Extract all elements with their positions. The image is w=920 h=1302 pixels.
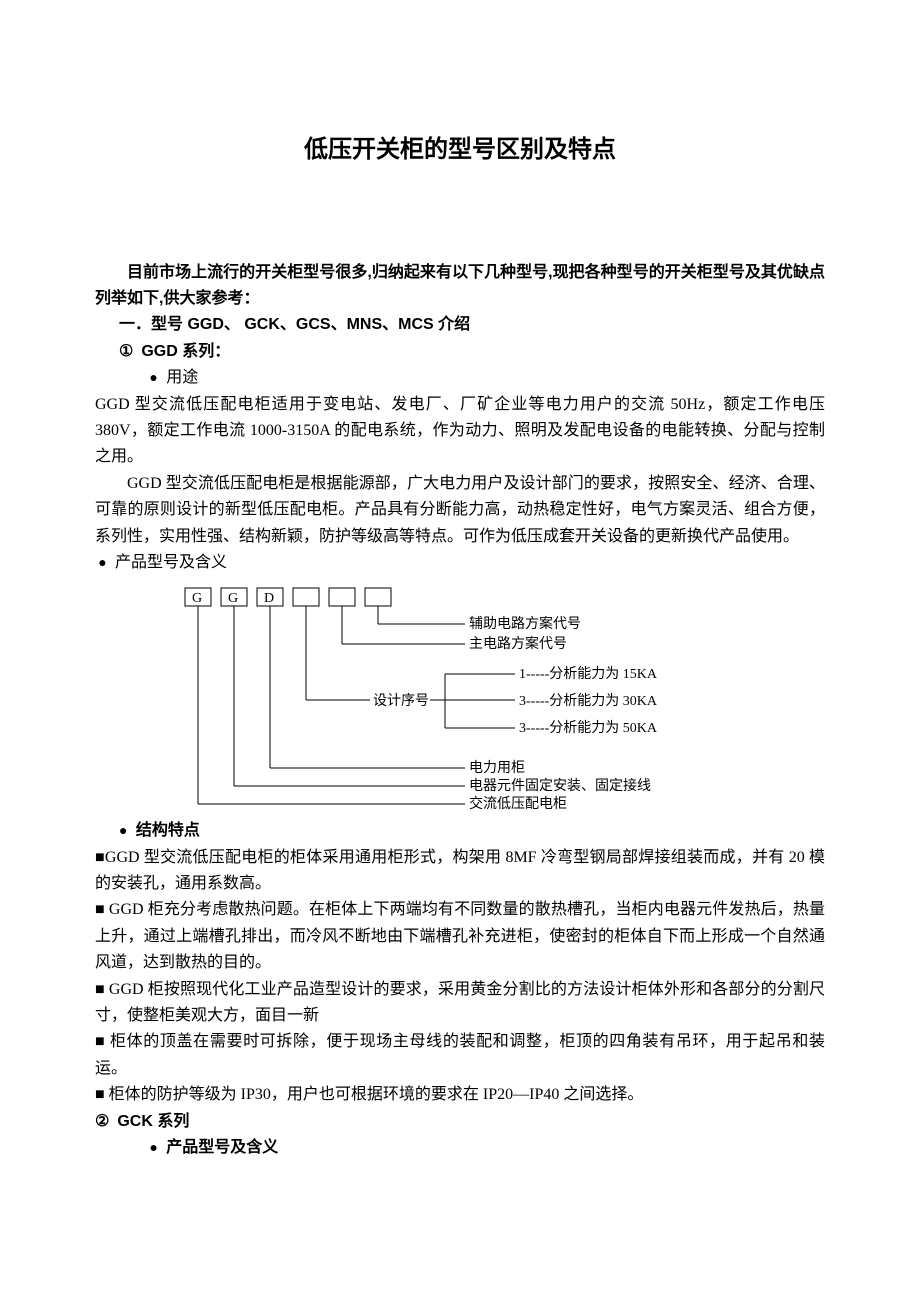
ggd-struct-5: ■ 柜体的防护等级为 IP30，用户也可根据环境的要求在 IP20—IP40 之…: [95, 1082, 825, 1108]
ggd-para-2: GGD 型交流低压配电柜是根据能源部，广大电力用户及设计部门的要求，按照安全、经…: [95, 471, 825, 550]
bullet-icon: ●: [98, 552, 106, 575]
diagram-label-ac: 交流低压配电柜: [469, 795, 567, 812]
intro-paragraph: 目前市场上流行的开关柜型号很多,归纳起来有以下几种型号,现把各种型号的开关柜型号…: [95, 260, 825, 313]
ggd-number: ①: [119, 343, 133, 360]
ggd-label: GGD 系列：: [141, 343, 230, 360]
gck-model-bullet: ● 产品型号及含义: [95, 1135, 825, 1161]
ggd-struct-heading: 结构特点: [136, 818, 200, 844]
bullet-icon: ●: [149, 367, 157, 390]
diagram-label-power: 电力用柜: [469, 760, 525, 776]
ggd-para-1: GGD 型交流低压配电柜适用于变电站、发电厂、厂矿企业等电力用户的交流 50Hz…: [95, 392, 825, 471]
ggd-struct-3: ■ GGD 柜按照现代化工业产品造型设计的要求，采用黄金分割比的方法设计柜体外形…: [95, 977, 825, 1030]
ggd-model-diagram: G G D 辅助电路方案代号 主电路方案代号 设计序号 1-----分析能力为 …: [155, 582, 775, 812]
diagram-box-d: D: [264, 591, 274, 606]
ggd-struct-4: ■ 柜体的顶盖在需要时可拆除，便于现场主母线的装配和调整，柜顶的四角装有吊环，用…: [95, 1029, 825, 1082]
ggd-model-heading: 产品型号及含义: [115, 550, 227, 576]
bullet-icon: ●: [119, 820, 127, 843]
ggd-model-bullet: ● 产品型号及含义: [95, 550, 825, 576]
diagram-label-d1: 1-----分析能力为 15KA: [519, 666, 658, 682]
diagram-label-fixed: 电器元件固定安装、固定接线: [469, 777, 651, 794]
bullet-icon: ●: [149, 1137, 157, 1160]
diagram-label-aux: 辅助电路方案代号: [469, 615, 581, 632]
diagram-box-g2: G: [228, 591, 238, 606]
ggd-struct-bullet: ● 结构特点: [95, 818, 825, 844]
ggd-use-heading: 用途: [166, 365, 198, 391]
gck-number: ②: [95, 1113, 109, 1130]
diagram-label-design: 设计序号: [373, 693, 429, 709]
diagram-boxes: G G D: [185, 588, 391, 606]
diagram-label-d2: 3-----分析能力为 30KA: [519, 693, 658, 709]
ggd-heading: ① GGD 系列：: [95, 339, 825, 365]
gck-heading: ② GCK 系列: [95, 1109, 825, 1135]
section-1-heading: 一．型号 GGD、 GCK、GCS、MNS、MCS 介绍: [95, 312, 825, 338]
diagram-box-g1: G: [192, 591, 202, 606]
ggd-use-bullet: ● 用途: [95, 365, 825, 391]
ggd-struct-1: ■GGD 型交流低压配电柜的柜体采用通用柜形式，构架用 8MF 冷弯型钢局部焊接…: [95, 845, 825, 898]
page-title: 低压开关柜的型号区别及特点: [95, 130, 825, 170]
gck-model-heading: 产品型号及含义: [166, 1135, 278, 1161]
gck-label: GCK 系列: [117, 1113, 189, 1130]
diagram-label-d3: 3-----分析能力为 50KA: [519, 720, 658, 736]
diagram-label-main: 主电路方案代号: [469, 635, 567, 652]
ggd-struct-2: ■ GGD 柜充分考虑散热问题。在柜体上下两端均有不同数量的散热槽孔，当柜内电器…: [95, 897, 825, 976]
